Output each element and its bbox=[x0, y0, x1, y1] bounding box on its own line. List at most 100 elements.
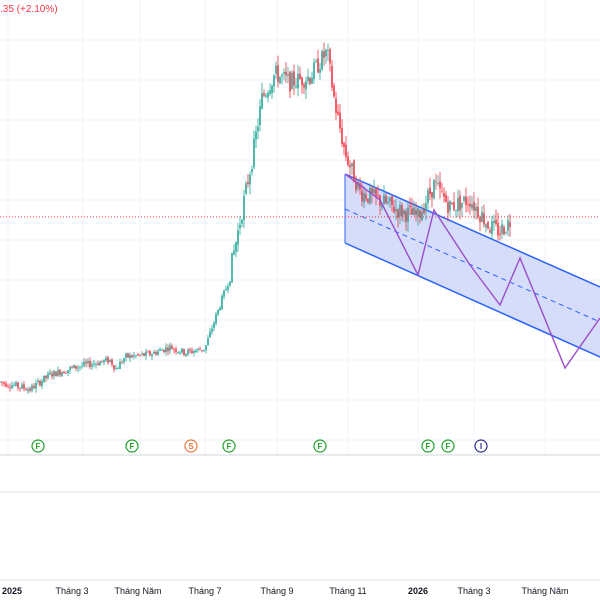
candle-body[interactable] bbox=[473, 202, 475, 211]
candle-body[interactable] bbox=[451, 202, 453, 205]
candle-body[interactable] bbox=[413, 207, 415, 215]
candle-body[interactable] bbox=[335, 98, 337, 113]
candle-body[interactable] bbox=[107, 357, 109, 363]
candle-body[interactable] bbox=[483, 213, 485, 225]
candle-body[interactable] bbox=[123, 358, 125, 363]
event-marker-i[interactable]: I bbox=[474, 439, 488, 453]
candle-body[interactable] bbox=[83, 361, 85, 366]
candle-body[interactable] bbox=[113, 365, 115, 370]
candle-body[interactable] bbox=[215, 314, 217, 324]
event-marker-f[interactable]: F bbox=[31, 439, 45, 453]
candle-body[interactable] bbox=[363, 192, 365, 203]
candle-body[interactable] bbox=[265, 95, 267, 97]
candle-body[interactable] bbox=[283, 72, 285, 74]
candle-body[interactable] bbox=[309, 77, 311, 84]
candle-body[interactable] bbox=[51, 373, 53, 377]
event-marker-s[interactable]: S bbox=[184, 439, 198, 453]
candle-body[interactable] bbox=[409, 205, 411, 208]
candle-body[interactable] bbox=[407, 207, 409, 222]
candle-body[interactable] bbox=[39, 380, 41, 386]
candle-body[interactable] bbox=[349, 165, 351, 168]
candle-body[interactable] bbox=[203, 349, 205, 351]
candle-body[interactable] bbox=[95, 363, 97, 365]
candle-body[interactable] bbox=[329, 49, 331, 64]
candle-body[interactable] bbox=[371, 188, 373, 194]
candle-body[interactable] bbox=[233, 250, 235, 255]
candle-body[interactable] bbox=[505, 232, 507, 233]
candle-body[interactable] bbox=[461, 202, 463, 208]
candle-body[interactable] bbox=[161, 349, 163, 351]
candle-body[interactable] bbox=[21, 384, 23, 389]
candle-body[interactable] bbox=[111, 359, 113, 365]
candle-body[interactable] bbox=[81, 365, 83, 367]
candle-body[interactable] bbox=[17, 382, 19, 388]
candle-body[interactable] bbox=[165, 347, 167, 353]
candle-body[interactable] bbox=[61, 372, 63, 376]
candle-body[interactable] bbox=[375, 188, 377, 196]
candle-body[interactable] bbox=[59, 369, 61, 375]
candle-body[interactable] bbox=[485, 224, 487, 228]
candle-body[interactable] bbox=[267, 93, 269, 98]
candle-body[interactable] bbox=[133, 355, 135, 357]
candle-body[interactable] bbox=[249, 174, 251, 185]
candle-body[interactable] bbox=[417, 208, 419, 217]
candle-body[interactable] bbox=[19, 387, 21, 389]
candle-body[interactable] bbox=[131, 355, 133, 358]
candle-body[interactable] bbox=[43, 375, 45, 382]
candle-body[interactable] bbox=[177, 351, 179, 353]
candle-body[interactable] bbox=[333, 85, 335, 97]
candle-body[interactable] bbox=[35, 383, 37, 389]
candle-body[interactable] bbox=[221, 296, 223, 310]
candle-body[interactable] bbox=[493, 220, 495, 223]
candle-body[interactable] bbox=[343, 142, 345, 148]
candle-body[interactable] bbox=[421, 211, 423, 221]
candle-body[interactable] bbox=[377, 194, 379, 196]
candle-body[interactable] bbox=[115, 368, 117, 370]
candle-body[interactable] bbox=[465, 196, 467, 206]
candle-body[interactable] bbox=[479, 217, 481, 223]
candle-body[interactable] bbox=[463, 196, 465, 201]
candle-body[interactable] bbox=[63, 371, 65, 374]
event-marker-f[interactable]: F bbox=[222, 439, 236, 453]
candle-body[interactable] bbox=[453, 202, 455, 210]
candle-body[interactable] bbox=[149, 351, 151, 356]
candle-body[interactable] bbox=[235, 242, 237, 253]
candle-body[interactable] bbox=[47, 373, 49, 379]
candle-body[interactable] bbox=[435, 181, 437, 183]
candle-body[interactable] bbox=[213, 322, 215, 328]
candle-body[interactable] bbox=[117, 368, 119, 370]
candle-body[interactable] bbox=[367, 198, 369, 203]
candle-body[interactable] bbox=[243, 196, 245, 220]
candle-body[interactable] bbox=[481, 212, 483, 222]
candle-body[interactable] bbox=[391, 196, 393, 206]
candle-body[interactable] bbox=[219, 308, 221, 311]
candle-body[interactable] bbox=[273, 75, 275, 87]
candle-body[interactable] bbox=[45, 375, 47, 379]
candle-body[interactable] bbox=[443, 193, 445, 197]
candle-body[interactable] bbox=[229, 281, 231, 286]
candle-body[interactable] bbox=[351, 163, 353, 167]
candle-body[interactable] bbox=[299, 73, 301, 79]
candle-body[interactable] bbox=[7, 386, 9, 387]
candle-body[interactable] bbox=[277, 65, 279, 82]
candle-body[interactable] bbox=[457, 198, 459, 212]
candle-body[interactable] bbox=[425, 203, 427, 211]
candle-body[interactable] bbox=[27, 389, 29, 392]
candle-body[interactable] bbox=[0, 381, 1, 383]
candle-body[interactable] bbox=[263, 93, 265, 96]
candle-body[interactable] bbox=[507, 220, 509, 231]
candle-body[interactable] bbox=[315, 60, 317, 62]
candle-body[interactable] bbox=[197, 348, 199, 350]
candle-body[interactable] bbox=[347, 156, 349, 165]
candle-body[interactable] bbox=[389, 197, 391, 202]
candle-body[interactable] bbox=[99, 361, 101, 366]
candle-body[interactable] bbox=[55, 371, 57, 377]
candle-body[interactable] bbox=[181, 348, 183, 353]
candle-body[interactable] bbox=[419, 210, 421, 218]
candle-body[interactable] bbox=[253, 138, 255, 168]
candle-body[interactable] bbox=[77, 367, 79, 369]
candle-body[interactable] bbox=[359, 183, 361, 190]
candle-body[interactable] bbox=[193, 351, 195, 353]
candle-body[interactable] bbox=[3, 382, 5, 384]
candle-body[interactable] bbox=[393, 206, 395, 213]
